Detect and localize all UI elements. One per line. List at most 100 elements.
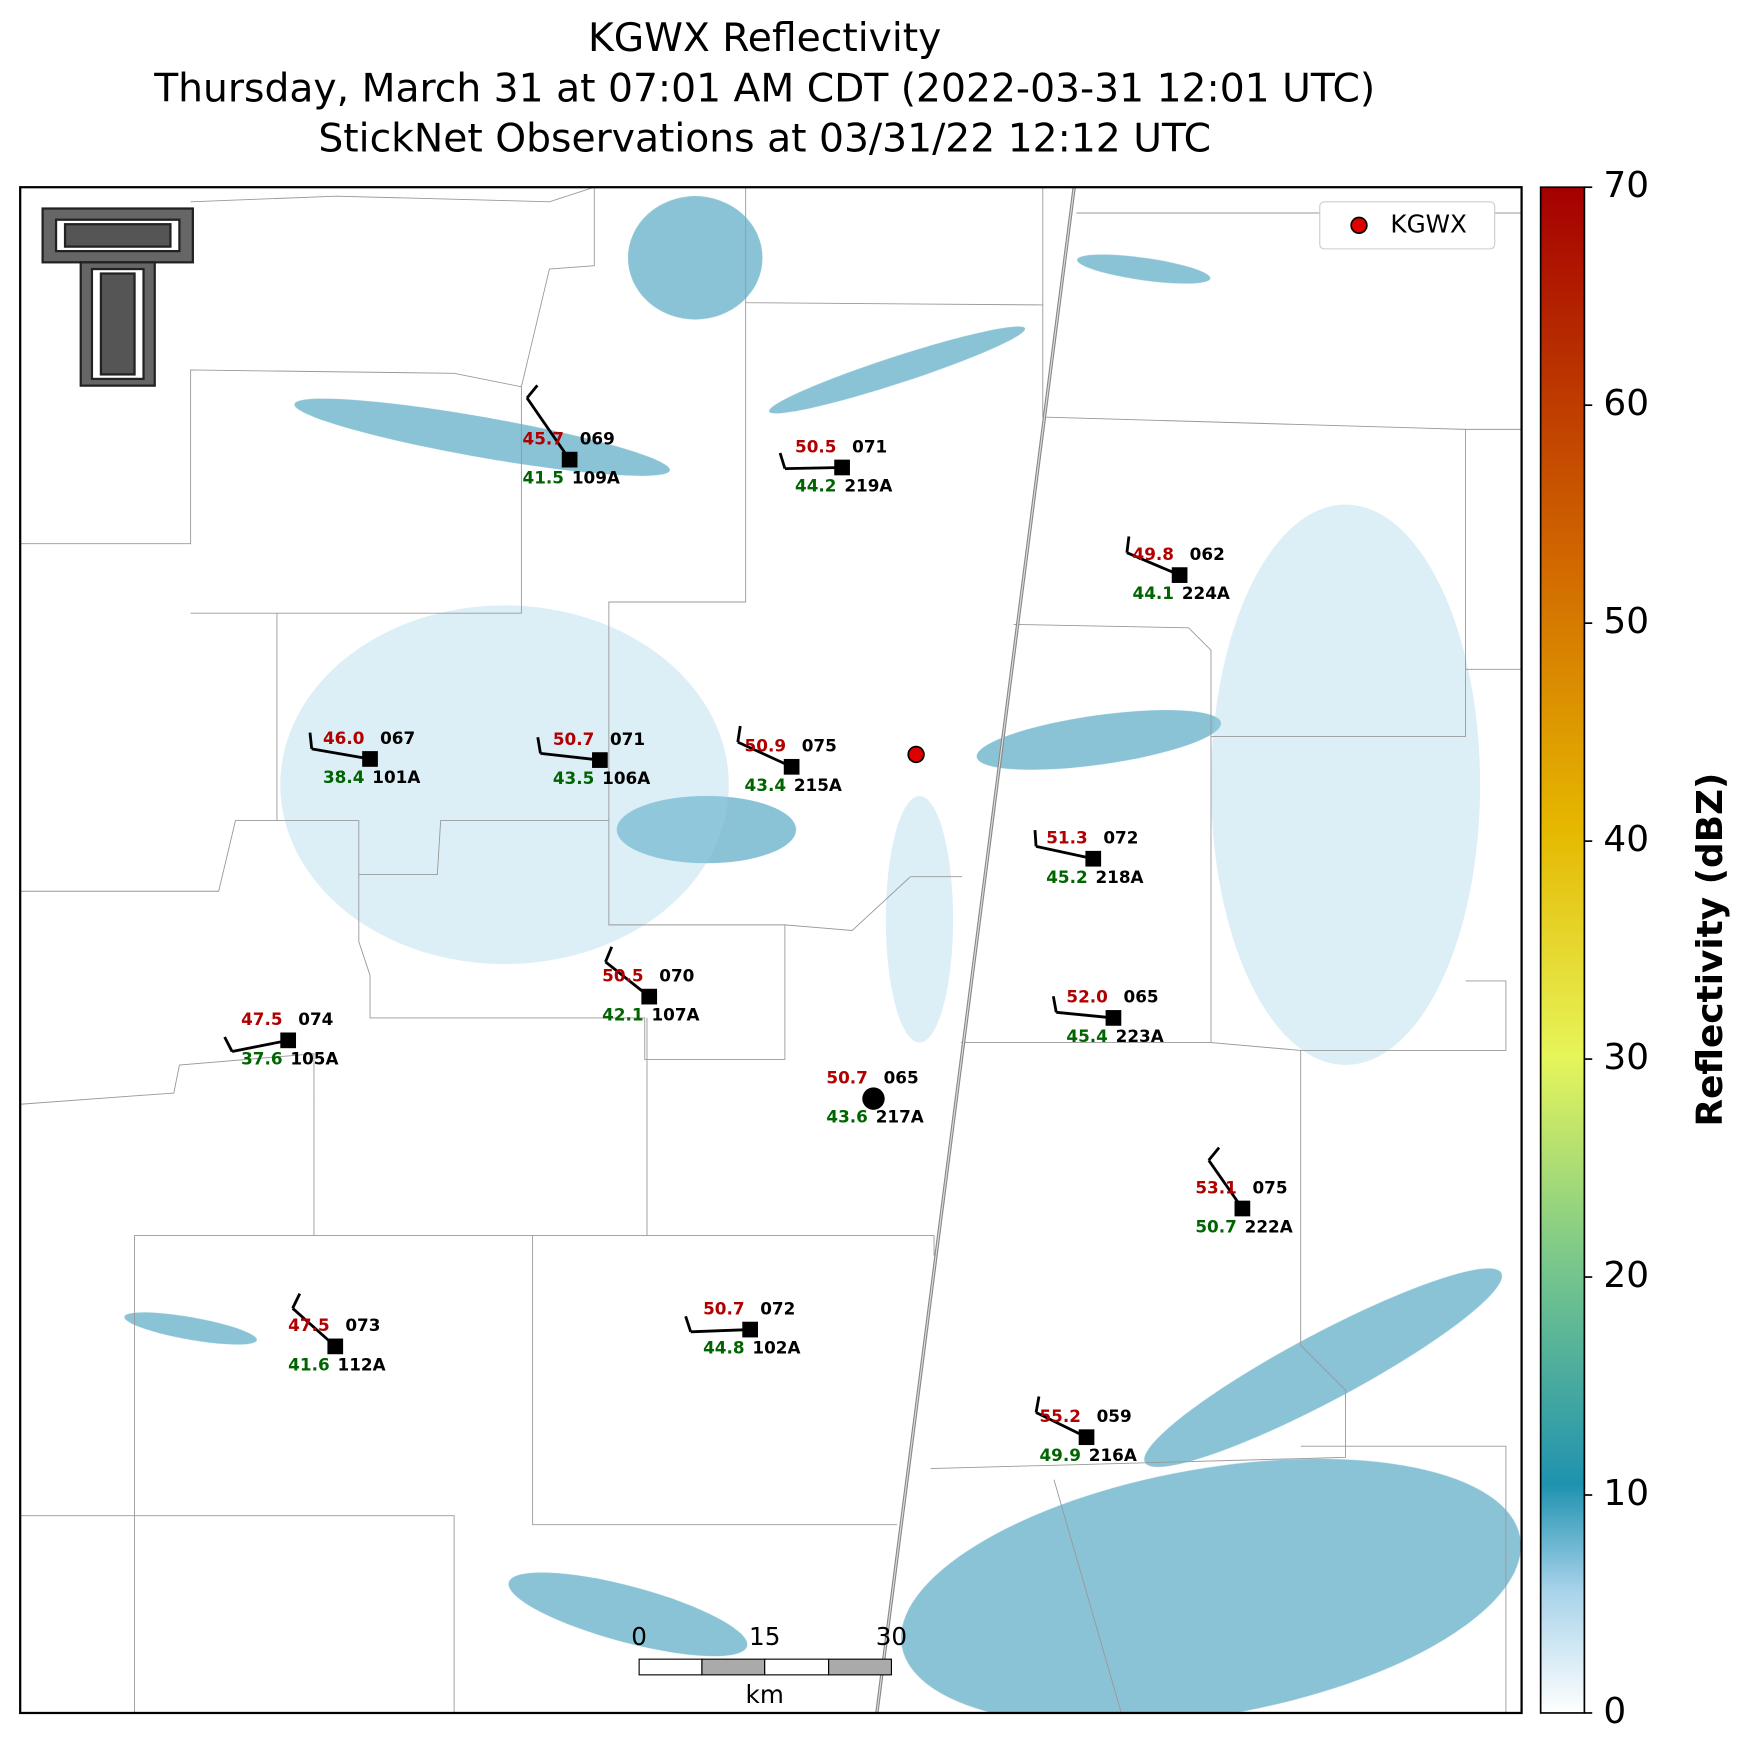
wind-barb (737, 740, 793, 769)
dewpoint: 45.4 (1066, 1026, 1107, 1046)
dewpoint: 45.2 (1046, 867, 1087, 887)
temperature: 53.1 (1195, 1177, 1236, 1197)
temperature: 50.5 (602, 965, 643, 985)
legend: KGWX (1319, 201, 1496, 250)
colorbar-tick-label: 50 (1603, 601, 1649, 642)
station-id: 102A (752, 1338, 800, 1358)
pressure: 067 (380, 728, 415, 748)
station-id: 107A (651, 1005, 699, 1025)
station-id: 216A (1089, 1445, 1137, 1465)
wind-barb (540, 751, 601, 762)
temperature: 49.8 (1133, 544, 1174, 564)
station-id: 215A (794, 775, 842, 795)
pressure: 072 (1103, 828, 1138, 848)
station-id: 105A (290, 1048, 338, 1068)
temperature: 51.3 (1046, 828, 1087, 848)
colorbar (1539, 186, 1586, 1714)
station-marker (1078, 1429, 1095, 1446)
station-marker (362, 751, 378, 767)
station-marker (1105, 1010, 1122, 1026)
pressure: 075 (802, 736, 837, 756)
pressure: 069 (580, 428, 615, 448)
wind-barb (690, 1328, 751, 1334)
title-line: KGWX Reflectivity (588, 16, 941, 61)
station-marker (327, 1338, 344, 1355)
pressure: 062 (1190, 544, 1225, 564)
wind-barb-flag (308, 732, 314, 750)
station-id: 224A (1182, 583, 1230, 603)
temperature: 50.9 (745, 736, 786, 756)
station-marker (834, 459, 850, 476)
wind-barb-flag (1125, 536, 1131, 553)
scale-bar (638, 1658, 892, 1676)
scale-tick-label: 0 (631, 1622, 647, 1651)
station-id: 106A (602, 768, 650, 788)
wind-barb-flag (1034, 1396, 1041, 1413)
dewpoint: 44.1 (1133, 583, 1174, 603)
dewpoint: 37.6 (241, 1048, 282, 1068)
temperature: 50.7 (553, 729, 594, 749)
wind-barb-flag (1033, 830, 1038, 847)
pressure: 070 (659, 965, 694, 985)
pressure: 059 (1097, 1406, 1132, 1426)
wind-barb (1126, 551, 1181, 577)
dewpoint: 42.1 (602, 1005, 643, 1025)
temperature: 50.7 (703, 1298, 744, 1318)
radar-site (907, 745, 925, 764)
station-marker (641, 988, 658, 1005)
colorbar-tick-label: 60 (1603, 383, 1649, 424)
wind-barb (231, 1038, 289, 1053)
wind-barb (311, 747, 371, 761)
logo (41, 207, 194, 387)
temperature: 47.5 (241, 1009, 282, 1029)
pressure: 065 (884, 1067, 919, 1087)
wind-barb-flag (684, 1315, 693, 1333)
station-id: 218A (1096, 867, 1144, 887)
dewpoint: 44.2 (795, 476, 836, 496)
station-id: 112A (338, 1354, 386, 1374)
wind-barb-flag (778, 452, 787, 470)
station-id: 109A (572, 468, 620, 488)
dewpoint: 43.5 (553, 768, 594, 788)
station-marker (1085, 850, 1102, 867)
pressure: 072 (760, 1298, 795, 1318)
station-id: 217A (876, 1107, 924, 1127)
pressure: 071 (852, 436, 887, 456)
station-marker (862, 1087, 885, 1110)
temperature: 55.2 (1039, 1406, 1080, 1426)
title-line: Thursday, March 31 at 07:01 AM CDT (2022… (153, 66, 1375, 111)
station-marker (592, 752, 608, 768)
wind-barb-flag (736, 725, 742, 743)
wind-barb-flag (525, 384, 539, 399)
station-marker (1171, 567, 1188, 583)
station-marker (783, 758, 800, 775)
scale-tick-label: 15 (749, 1622, 780, 1651)
scale-unit: km (746, 1680, 784, 1709)
wind-barb (1035, 1411, 1088, 1439)
wind-barb (1207, 1159, 1244, 1210)
dewpoint: 49.9 (1039, 1445, 1080, 1465)
station-id: 101A (372, 767, 420, 787)
dewpoint: 38.4 (323, 767, 364, 787)
dewpoint: 43.6 (826, 1107, 867, 1127)
colorbar-tick-label: 10 (1603, 1473, 1649, 1514)
colorbar-tick-label: 70 (1603, 165, 1649, 206)
station-id: 222A (1245, 1217, 1293, 1237)
title-line: StickNet Observations at 03/31/22 12:12 … (318, 117, 1211, 162)
dewpoint: 43.4 (745, 775, 786, 795)
wind-barb-flag (536, 737, 542, 754)
temperature: 46.0 (323, 728, 364, 748)
dewpoint: 41.5 (523, 468, 564, 488)
wind-barb-flag (1051, 996, 1058, 1013)
temperature: 45.7 (523, 428, 564, 448)
legend-label: KGWX (1390, 209, 1467, 238)
wind-barb-flag (604, 946, 614, 963)
pressure: 074 (298, 1009, 333, 1029)
map-background (20, 187, 1522, 1713)
station-id: 219A (844, 476, 892, 496)
wind-barb-flag (223, 1036, 234, 1053)
temperature: 50.5 (795, 436, 836, 456)
wind-barb (1056, 1010, 1114, 1020)
map-frame (19, 186, 1523, 1715)
